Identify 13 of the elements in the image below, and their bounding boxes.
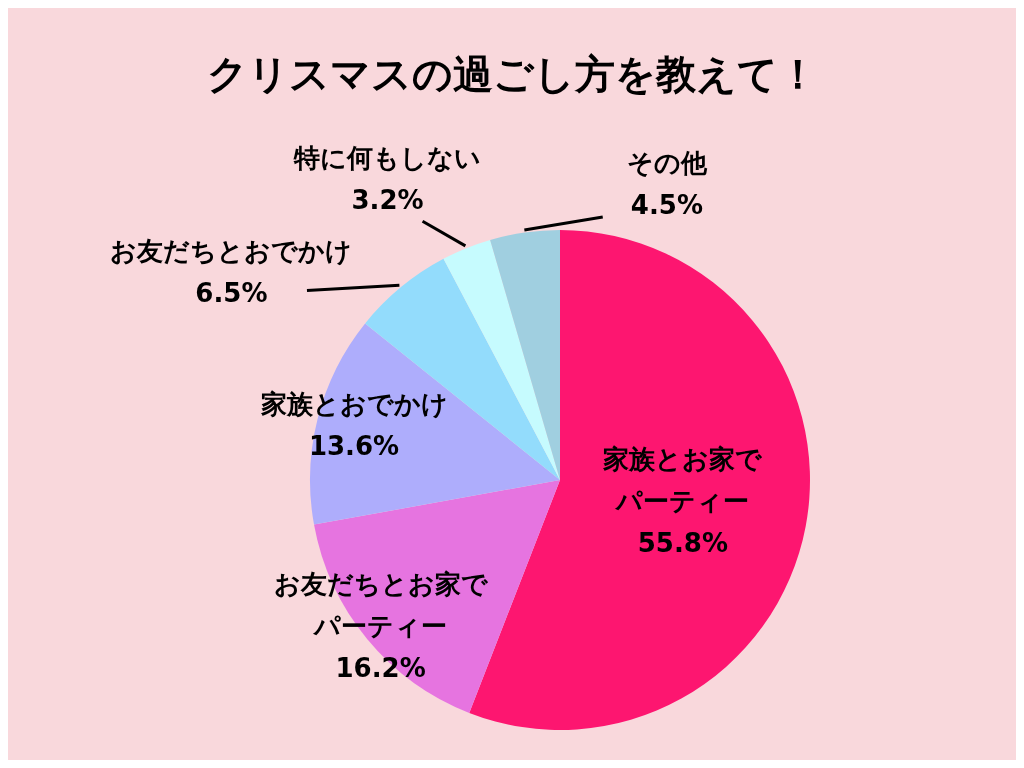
- data-label: 6.5%: [195, 278, 268, 309]
- slice-label: その他: [626, 148, 708, 179]
- slice-label: お友だちとおでかけ: [110, 236, 353, 267]
- slice-label: 家族とおでかけ: [259, 389, 448, 420]
- data-label: 13.6%: [308, 431, 400, 462]
- slice-label: お友だちとお家でパーティー: [273, 568, 489, 641]
- data-label: 4.5%: [630, 190, 703, 221]
- data-label: 16.2%: [335, 652, 426, 683]
- chart-title: クリスマスの過ごし方を教えて！: [206, 51, 818, 98]
- slice-label: 家族とお家でパーティー: [602, 443, 764, 516]
- data-label: 55.8%: [637, 527, 728, 558]
- slice-label: 特に何もしない: [293, 142, 481, 173]
- data-label: 3.2%: [351, 184, 424, 215]
